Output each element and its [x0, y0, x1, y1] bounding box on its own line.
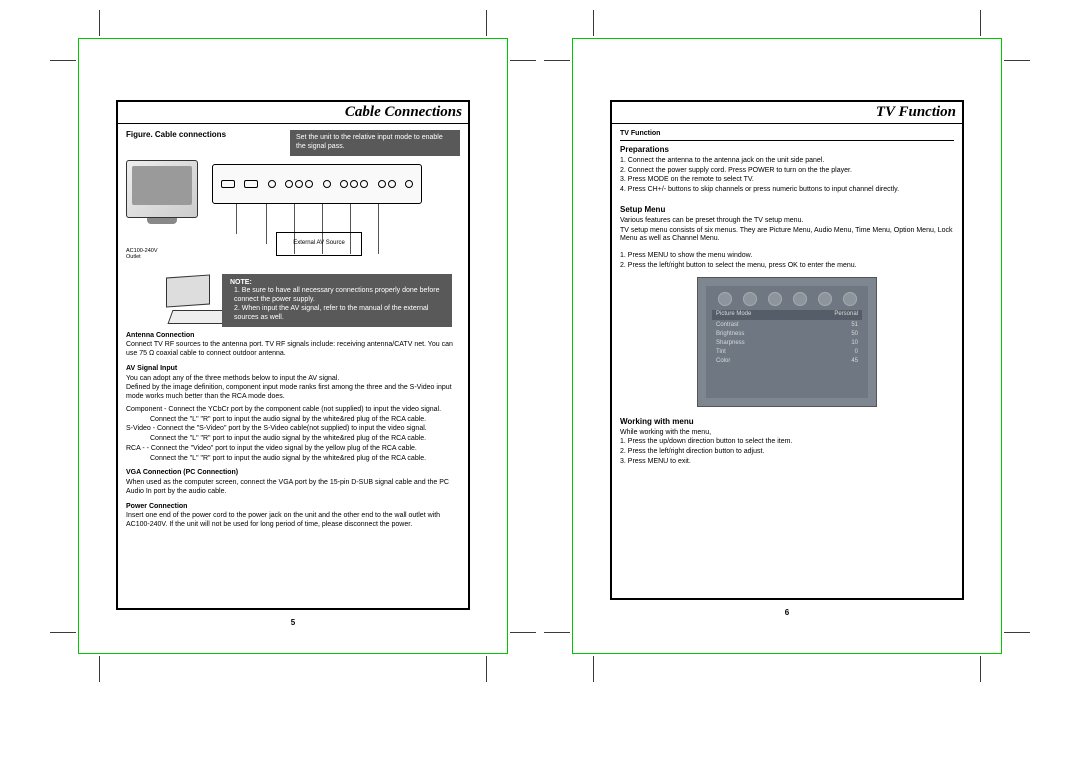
section-heading: Working with menu [620, 417, 954, 427]
tv-menu-screenshot: Picture Mode Personal Contrast51Brightne… [697, 277, 877, 407]
crop-mark [510, 60, 536, 61]
crop-mark [486, 10, 487, 36]
tv-monitor-icon [126, 160, 198, 218]
body-text: 3. Press MODE on the remote to select TV… [620, 176, 954, 185]
crop-mark [99, 656, 100, 682]
crop-mark [50, 632, 76, 633]
body-text: Connect the "L" "R" port to input the au… [126, 416, 460, 425]
menu-row-label: Tint [716, 349, 726, 357]
menu-row-label: Brightness [716, 331, 744, 339]
section-heading: Power Connection [126, 503, 460, 512]
section-heading: Antenna Connection [126, 332, 460, 341]
crop-mark [486, 656, 487, 682]
crop-mark [544, 60, 570, 61]
rule [620, 140, 954, 141]
body-text: 1. Press the up/down direction button to… [620, 438, 954, 447]
body-text [620, 245, 954, 251]
body-text: TV setup menu consists of six menus. The… [620, 227, 954, 245]
section-heading: Preparations [620, 145, 954, 155]
body-text: Component - Connect the YCbCr port by th… [126, 406, 460, 415]
body-text: 2. Press the left/right direction button… [620, 448, 954, 457]
page-number-left: 5 [116, 618, 470, 627]
menu-header: Picture Mode [716, 311, 751, 319]
section-heading: Setup Menu [620, 205, 954, 215]
section-heading: VGA Connection (PC Connection) [126, 469, 460, 478]
menu-icon [768, 292, 782, 306]
page-title: TV Function [612, 102, 962, 124]
outlet-label: AC100-240V Outlet [126, 248, 158, 262]
body-text: Various features can be preset through t… [620, 217, 954, 226]
page-right: TV Function TV Function Preparations 1. … [610, 100, 964, 600]
body-text: While working with the menu, [620, 429, 954, 438]
menu-header-val: Personal [834, 311, 858, 319]
note-box: NOTE: 1. Be sure to have all necessary c… [222, 274, 452, 328]
crop-mark [593, 10, 594, 36]
back-panel-icon [212, 164, 422, 204]
body-text: 1. Connect the antenna to the antenna ja… [620, 157, 954, 166]
body-text: Connect the "L" "R" port to input the au… [126, 455, 460, 464]
crop-mark [99, 10, 100, 36]
menu-row: Sharpness 10 [712, 340, 862, 349]
menu-row-value: 51 [851, 322, 858, 330]
note-label: NOTE: [230, 279, 252, 286]
menu-icon [818, 292, 832, 306]
crop-mark [593, 656, 594, 682]
menu-row-label: Color [716, 358, 730, 366]
body-text: Connect the "L" "R" port to input the au… [126, 435, 460, 444]
body-text: 1. Press MENU to show the menu window. [620, 252, 954, 261]
body-text: Insert one end of the power cord to the … [126, 512, 460, 530]
body-text: 2. Connect the power supply cord. Press … [620, 167, 954, 176]
body-text: Defined by the image definition, compone… [126, 384, 460, 402]
menu-row: Tint 0 [712, 349, 862, 358]
subheading: TV Function [620, 130, 954, 139]
menu-row-value: 0 [855, 349, 858, 357]
menu-icon [718, 292, 732, 306]
crop-mark [544, 632, 570, 633]
menu-row-value: 10 [851, 340, 858, 348]
menu-row-value: 45 [851, 358, 858, 366]
menu-row-label: Contrast [716, 322, 739, 330]
body-text: 4. Press CH+/- buttons to skip channels … [620, 186, 954, 195]
crop-mark [1004, 632, 1030, 633]
note-item: 1. Be sure to have all necessary connect… [230, 287, 444, 305]
crop-mark [50, 60, 76, 61]
menu-icon [743, 292, 757, 306]
crop-mark [510, 632, 536, 633]
menu-row: Contrast 51 [712, 322, 862, 331]
body-text: 2. Press the left/right button to select… [620, 262, 954, 271]
body-text: 3. Press MENU to exit. [620, 458, 954, 467]
external-av-box: External AV Source [276, 232, 362, 256]
crop-mark [980, 656, 981, 682]
page-number-right: 6 [610, 608, 964, 617]
note-item: 2. When input the AV signal, refer to th… [230, 305, 444, 323]
body-text: S-Video - Connect the "S-Video" port by … [126, 425, 460, 434]
section-heading: AV Signal Input [126, 365, 460, 374]
crop-mark [1004, 60, 1030, 61]
page-title: Cable Connections [118, 102, 468, 124]
mode-note-text: Set the unit to the relative input mode … [296, 134, 443, 150]
menu-icon [793, 292, 807, 306]
page-left: Cable Connections Figure. Cable connecti… [116, 100, 470, 610]
figure-heading: Figure. Cable connections [126, 130, 284, 140]
mode-note-box: Set the unit to the relative input mode … [290, 130, 460, 156]
connection-diagram: AC100-240V Outlet External AV Source NOT… [126, 156, 460, 326]
body-text: You can adopt any of the three methods b… [126, 375, 460, 384]
menu-row: Brightness 50 [712, 331, 862, 340]
menu-row: Color 45 [712, 358, 862, 367]
body-text: When used as the computer screen, connec… [126, 479, 460, 497]
crop-mark [980, 10, 981, 36]
menu-row-value: 50 [851, 331, 858, 339]
menu-icon [843, 292, 857, 306]
body-text: RCA - - Connect the "Video" port to inpu… [126, 445, 460, 454]
menu-row-label: Sharpness [716, 340, 745, 348]
body-text: Connect TV RF sources to the antenna por… [126, 341, 460, 359]
